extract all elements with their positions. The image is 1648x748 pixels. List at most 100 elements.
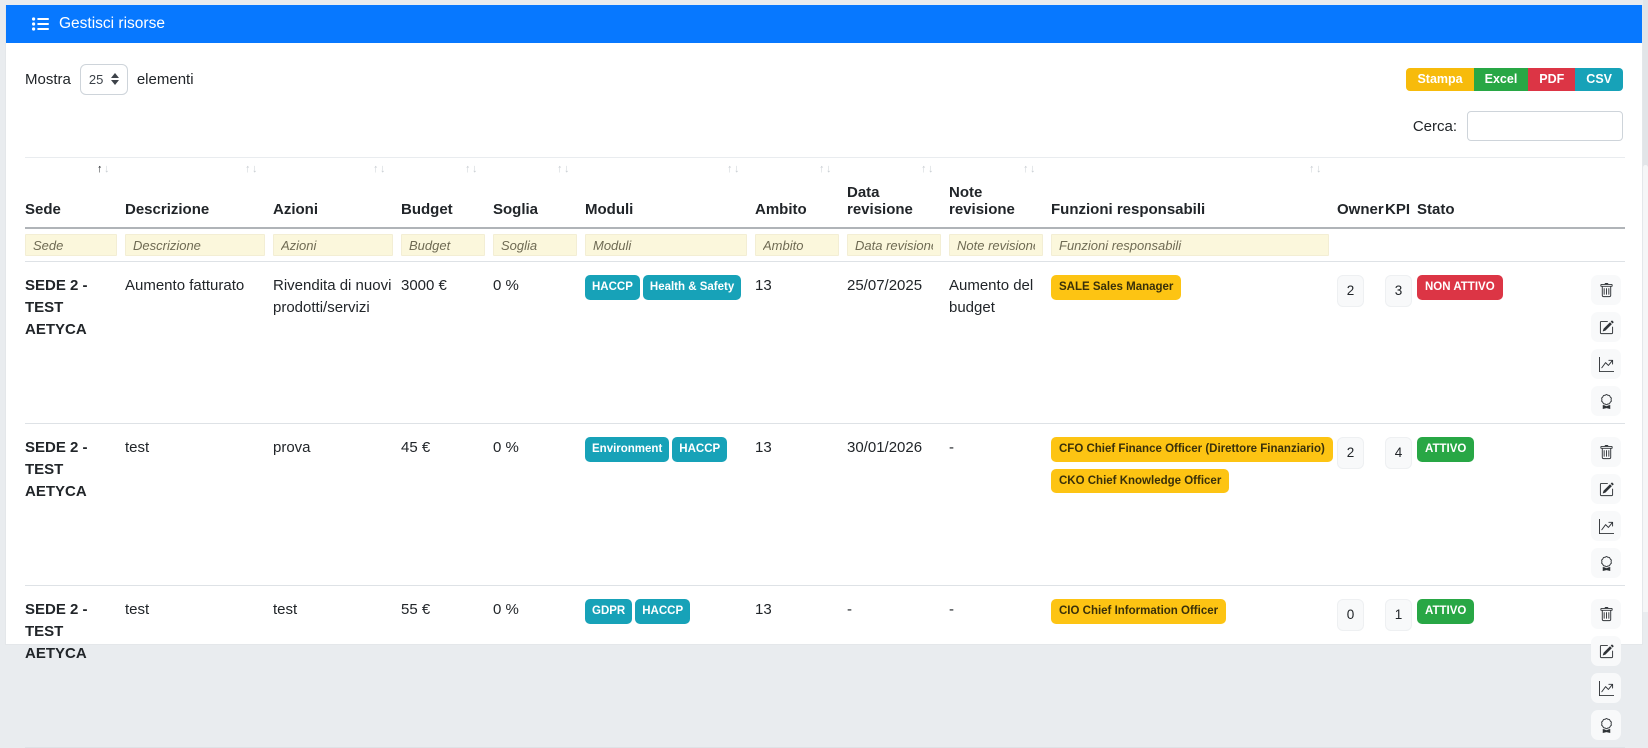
column-label: Soglia xyxy=(493,201,539,218)
toolbar: Mostra 25 elementi Stampa Excel PDF CSV xyxy=(25,63,1623,95)
delete-button[interactable] xyxy=(1591,437,1621,467)
filter-input-azioni[interactable] xyxy=(273,234,393,256)
module-badge: Health & Safety xyxy=(642,275,742,300)
filter-input-data-revisione[interactable] xyxy=(847,234,941,256)
page-size-group: Mostra 25 elementi xyxy=(25,63,194,95)
trash-icon xyxy=(1599,283,1614,298)
cell-soglia: 0 % xyxy=(493,439,519,456)
status-badge: NON ATTIVO xyxy=(1417,275,1503,300)
chart-button[interactable] xyxy=(1591,349,1621,379)
cell-ambito: 13 xyxy=(755,439,772,456)
table-row: SEDE 2 - TEST AETYCA test prova 45 € 0 %… xyxy=(25,423,1625,586)
column-header-sede[interactable]: ↑ ↓ Sede xyxy=(25,157,125,229)
column-header-note-revisione[interactable]: ↑ ↓ Note revisione xyxy=(949,157,1051,229)
scrollbar-thumb[interactable] xyxy=(1643,165,1648,612)
column-header-actions xyxy=(1547,157,1625,229)
cell-moduli: Environment HACCP xyxy=(585,424,755,586)
column-label: Owner xyxy=(1337,201,1384,218)
module-badge: HACCP xyxy=(585,275,640,300)
cell-owner: 0 xyxy=(1337,586,1385,748)
filter-input-descrizione[interactable] xyxy=(125,234,265,256)
cell-descrizione: test xyxy=(125,601,150,618)
award-icon xyxy=(1599,556,1614,571)
cell-descrizione: test xyxy=(125,439,150,456)
award-button[interactable] xyxy=(1591,548,1621,578)
cell-data-revisione: 30/01/2026 xyxy=(847,439,923,456)
edit-button[interactable] xyxy=(1591,312,1621,342)
chart-button[interactable] xyxy=(1591,673,1621,703)
export-button-group: Stampa Excel PDF CSV xyxy=(1406,67,1623,91)
module-badge: Environment xyxy=(585,437,670,462)
award-button[interactable] xyxy=(1591,710,1621,740)
column-header-budget[interactable]: ↑ ↓ Budget xyxy=(401,157,493,229)
kpi-count: 1 xyxy=(1385,599,1412,631)
function-badge: CKO Chief Knowledge Officer xyxy=(1051,468,1230,494)
column-header-descrizione[interactable]: ↑ ↓ Descrizione xyxy=(125,157,273,229)
sort-icon: ↑ ↓ xyxy=(557,163,570,175)
column-header-soglia[interactable]: ↑ ↓ Soglia xyxy=(493,157,585,229)
delete-button[interactable] xyxy=(1591,275,1621,305)
sort-icon: ↑ ↓ xyxy=(1023,163,1036,175)
column-header-azioni[interactable]: ↑ ↓ Azioni xyxy=(273,157,401,229)
cell-data-revisione: 25/07/2025 xyxy=(847,277,923,294)
column-label: Data revisione xyxy=(847,184,913,218)
cell-funzioni-responsabili: CFO Chief Finance Officer (Direttore Fin… xyxy=(1051,424,1337,586)
csv-button[interactable]: CSV xyxy=(1575,67,1623,91)
edit-button[interactable] xyxy=(1591,474,1621,504)
column-label: Ambito xyxy=(755,201,807,218)
column-header-funzioni-responsabili[interactable]: ↑ ↓ Funzioni responsabili xyxy=(1051,157,1337,229)
card-header: Gestisci risorse xyxy=(6,5,1642,43)
cell-soglia: 0 % xyxy=(493,277,519,294)
cell-kpi: 3 xyxy=(1385,262,1417,424)
cell-actions xyxy=(1547,262,1625,424)
column-label: Note revisione xyxy=(949,184,1015,218)
column-header-stato: Stato xyxy=(1417,157,1547,229)
award-button[interactable] xyxy=(1591,386,1621,416)
column-label: Moduli xyxy=(585,201,634,218)
cell-kpi: 1 xyxy=(1385,586,1417,748)
column-label: Budget xyxy=(401,201,453,218)
cell-stato: ATTIVO xyxy=(1417,586,1547,748)
filter-input-ambito[interactable] xyxy=(755,234,839,256)
search-input[interactable] xyxy=(1467,111,1623,141)
scrollbar-track[interactable] xyxy=(1643,0,1648,612)
filter-input-budget[interactable] xyxy=(401,234,485,256)
owner-count: 2 xyxy=(1337,275,1364,307)
page-title: Gestisci risorse xyxy=(59,15,165,32)
column-header-data-revisione[interactable]: ↑ ↓ Data revisione xyxy=(847,157,949,229)
show-label-prefix: Mostra xyxy=(25,70,71,88)
sort-icon: ↑ ↓ xyxy=(819,163,832,175)
cell-azioni: test xyxy=(273,601,298,618)
filter-input-funzioni-responsabili[interactable] xyxy=(1051,234,1329,256)
edit-button[interactable] xyxy=(1591,636,1621,666)
column-header-moduli[interactable]: ↑ ↓ Moduli xyxy=(585,157,755,229)
cell-owner: 2 xyxy=(1337,262,1385,424)
column-label: Sede xyxy=(25,201,61,218)
column-label: Stato xyxy=(1417,201,1455,218)
resources-table: ↑ ↓ Sede ↑ ↓ Descrizione ↑ ↓ Azioni ↑ ↓ Budg… xyxy=(25,157,1625,748)
cell-moduli: GDPR HACCP xyxy=(585,586,755,748)
filter-input-soglia[interactable] xyxy=(493,234,577,256)
kpi-count: 4 xyxy=(1385,437,1412,469)
cell-soglia: 0 % xyxy=(493,601,519,618)
resources-card: Gestisci risorse Mostra 25 elementi Stam… xyxy=(5,5,1643,748)
status-badge: ATTIVO xyxy=(1417,599,1475,624)
filter-input-sede[interactable] xyxy=(25,234,117,256)
chart-button[interactable] xyxy=(1591,511,1621,541)
page-size-select[interactable]: 25 xyxy=(79,63,128,95)
cell-actions xyxy=(1547,586,1625,748)
chart-icon xyxy=(1599,519,1614,534)
sort-icon: ↑ ↓ xyxy=(245,163,258,175)
delete-button[interactable] xyxy=(1591,599,1621,629)
filter-input-note-revisione[interactable] xyxy=(949,234,1043,256)
cell-ambito: 13 xyxy=(755,601,772,618)
pdf-button[interactable]: PDF xyxy=(1528,67,1576,91)
cell-owner: 2 xyxy=(1337,424,1385,586)
filter-input-moduli[interactable] xyxy=(585,234,747,256)
excel-button[interactable]: Excel xyxy=(1473,67,1529,91)
cell-budget: 3000 € xyxy=(401,277,447,294)
cell-descrizione: Aumento fatturato xyxy=(125,277,245,294)
function-badge: SALE Sales Manager xyxy=(1051,275,1182,300)
column-header-ambito[interactable]: ↑ ↓ Ambito xyxy=(755,157,847,229)
print-button[interactable]: Stampa xyxy=(1406,67,1474,91)
